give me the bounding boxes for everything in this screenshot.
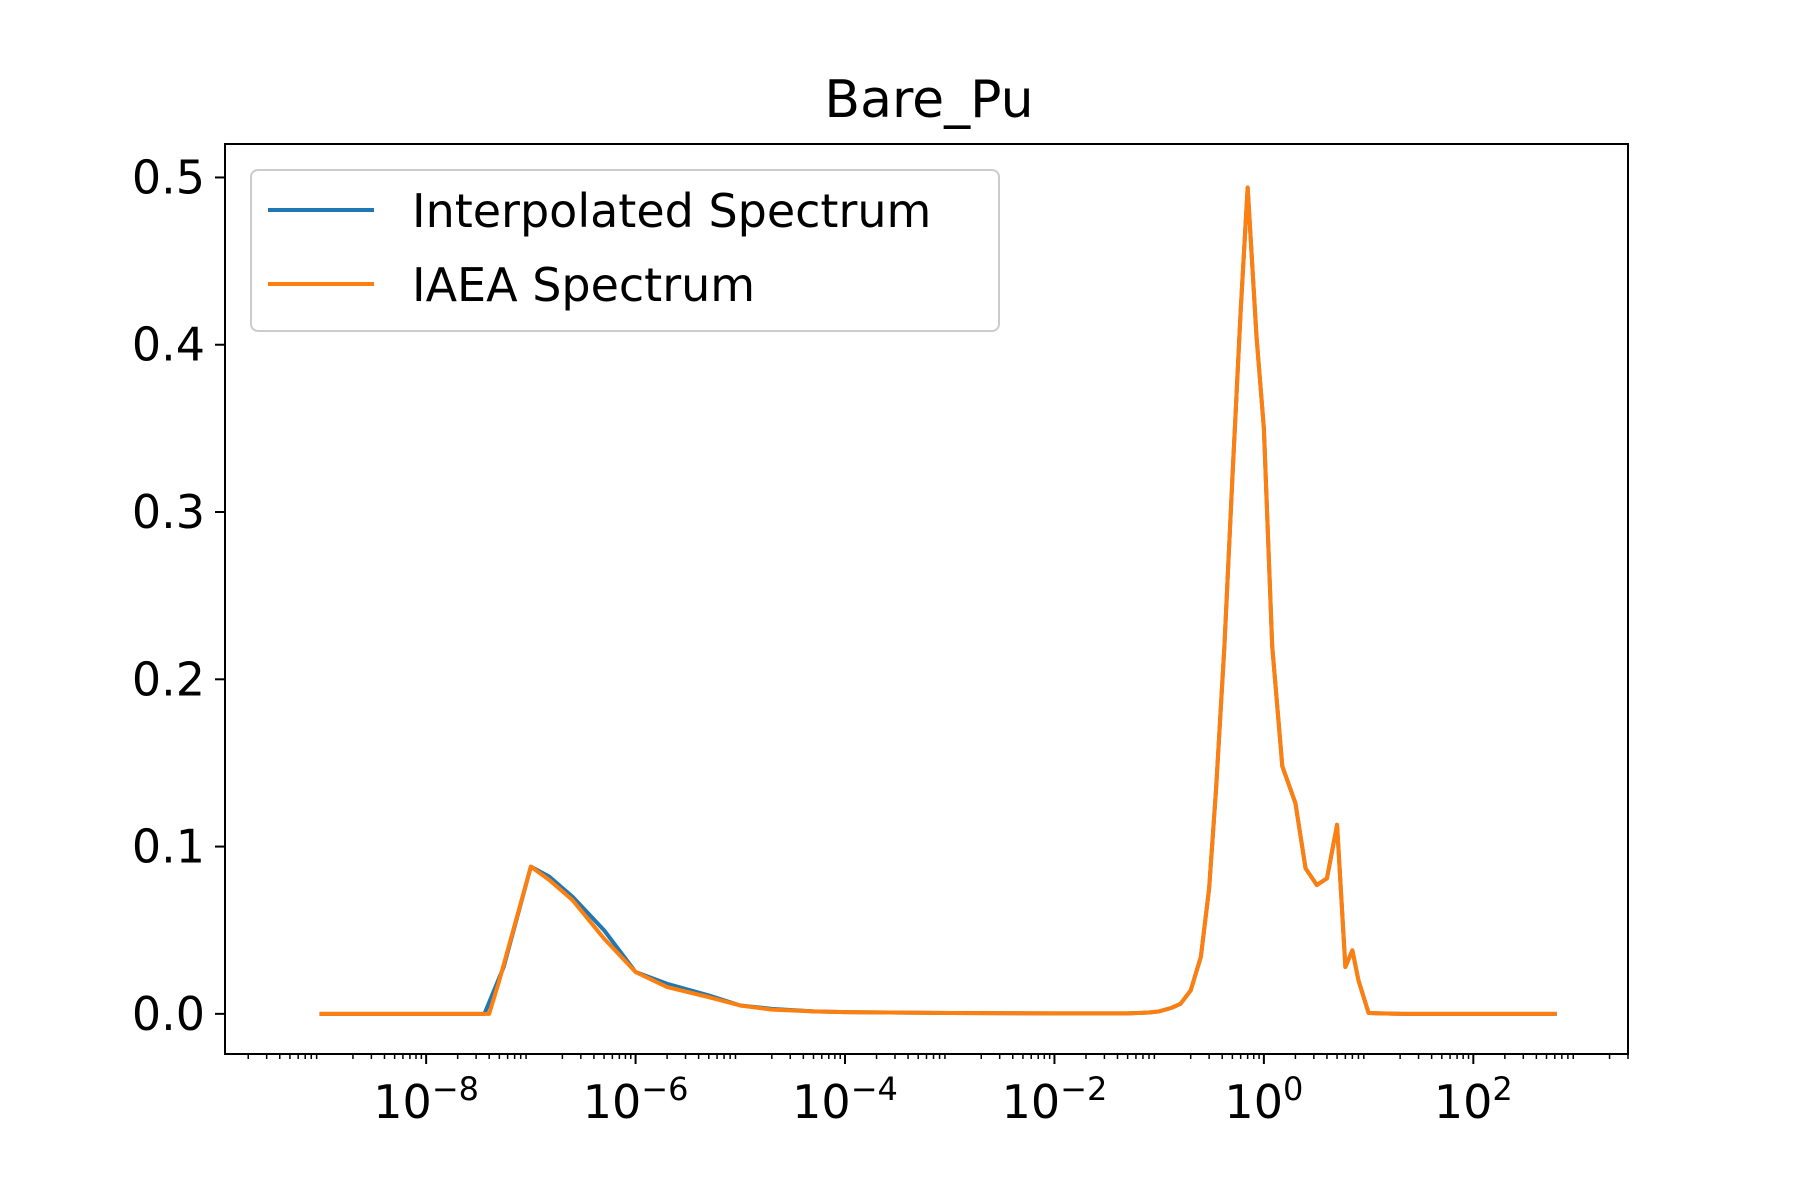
series-line-1 <box>319 185 1557 1016</box>
y-tick-label: 0.2 <box>132 652 205 706</box>
chart-title: Bare_Pu <box>824 70 1033 130</box>
x-tick-label: 102 <box>1434 1070 1513 1129</box>
x-tick-label: 10−4 <box>792 1070 898 1129</box>
legend-label-interpolated: Interpolated Spectrum <box>412 184 931 238</box>
axes-frame <box>224 143 1629 1055</box>
x-tick-label: 100 <box>1224 1070 1303 1129</box>
y-tick-label: 0.3 <box>132 485 205 539</box>
x-axis: 10−8 10−6 10−4 10−2 100 102 <box>247 1054 1629 1129</box>
x-tick-label: 10−2 <box>1002 1070 1108 1129</box>
y-tick-label: 0.4 <box>132 318 205 372</box>
legend-label-iaea: IAEA Spectrum <box>412 258 755 312</box>
legend: Interpolated Spectrum IAEA Spectrum <box>250 169 1000 332</box>
y-tick-label: 0.5 <box>132 150 205 204</box>
legend-box <box>250 169 1000 332</box>
y-tick-label: 0.1 <box>132 820 205 874</box>
x-tick-label: 10−6 <box>583 1070 689 1129</box>
y-axis: 0.0 0.1 0.2 0.3 0.4 0.5 <box>132 150 225 1041</box>
y-tick-label: 0.0 <box>132 987 205 1041</box>
x-tick-label: 10−8 <box>373 1070 479 1129</box>
plot-area <box>319 185 1557 1016</box>
